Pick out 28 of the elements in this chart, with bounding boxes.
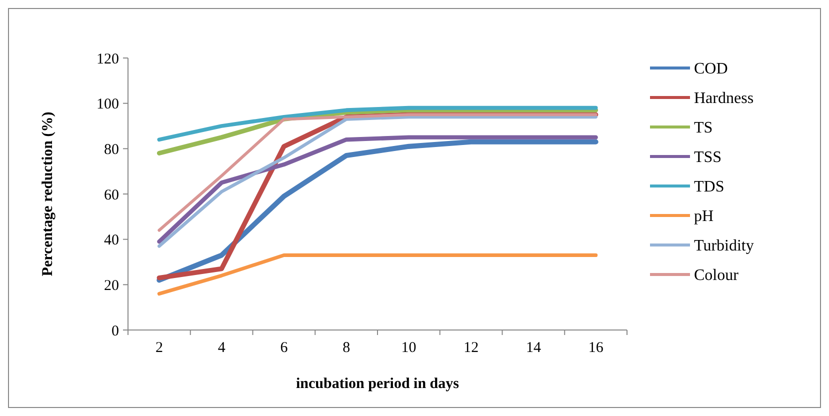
legend-label: Colour bbox=[694, 267, 740, 284]
y-tick-label: 100 bbox=[96, 96, 119, 113]
line-series bbox=[157, 135, 598, 244]
x-tick-label: 10 bbox=[401, 340, 416, 356]
y-tick-label: 120 bbox=[96, 51, 119, 68]
x-tick-label: 2 bbox=[155, 340, 163, 356]
y-axis-title: Percentage reduction (%) bbox=[40, 112, 56, 276]
x-tick-label: 14 bbox=[526, 340, 542, 356]
legend-label: TSS bbox=[694, 149, 722, 166]
x-tick-label: 16 bbox=[588, 340, 604, 356]
line-series bbox=[156, 108, 598, 156]
legend-label: Hardness bbox=[694, 90, 754, 108]
legend-label: Turbidity bbox=[694, 238, 754, 255]
legend-label: TS bbox=[694, 120, 713, 137]
legend-label: TDS bbox=[694, 178, 724, 196]
y-tick-label: 20 bbox=[104, 278, 119, 294]
y-tick-label: 0 bbox=[112, 323, 119, 340]
x-tick-label: 12 bbox=[464, 340, 479, 356]
line-series bbox=[157, 106, 598, 142]
x-axis-title: incubation period in days bbox=[296, 376, 460, 392]
x-tick-label: 6 bbox=[280, 340, 288, 356]
y-tick-label: 80 bbox=[104, 142, 119, 158]
x-tick-label: 4 bbox=[218, 340, 226, 356]
legend-label: pH bbox=[694, 208, 714, 226]
legend-label: COD bbox=[694, 60, 728, 78]
y-tick-label: 40 bbox=[104, 232, 119, 249]
x-tick-label: 8 bbox=[342, 340, 350, 356]
y-tick-label: 60 bbox=[104, 187, 119, 204]
